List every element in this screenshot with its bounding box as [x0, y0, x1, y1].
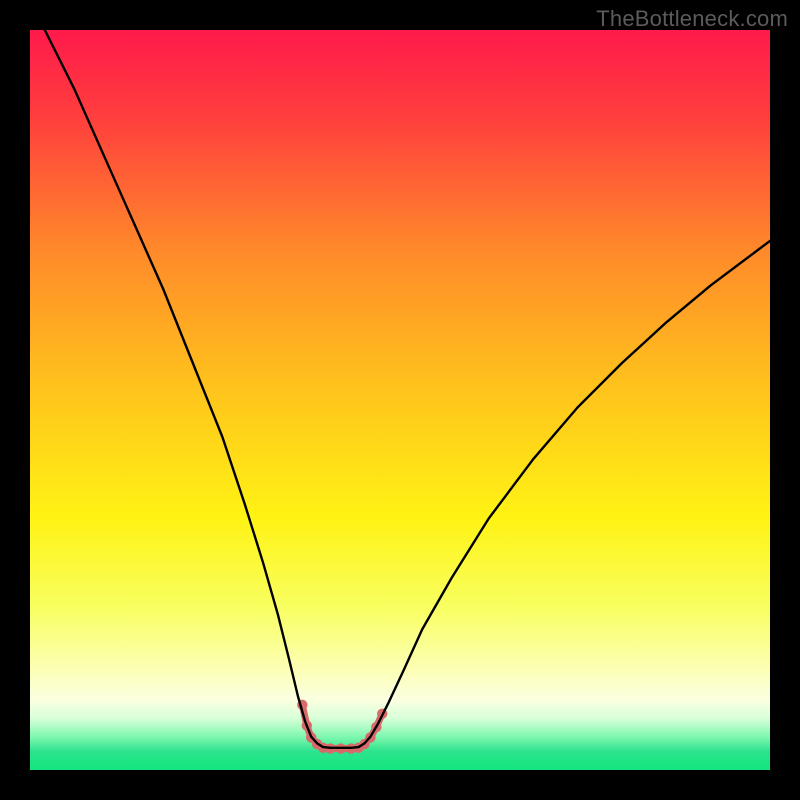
plot-area — [30, 30, 770, 770]
watermark-text: TheBottleneck.com — [596, 6, 788, 32]
plot-svg — [30, 30, 770, 770]
chart-frame: TheBottleneck.com — [0, 0, 800, 800]
gradient-background — [30, 30, 770, 770]
